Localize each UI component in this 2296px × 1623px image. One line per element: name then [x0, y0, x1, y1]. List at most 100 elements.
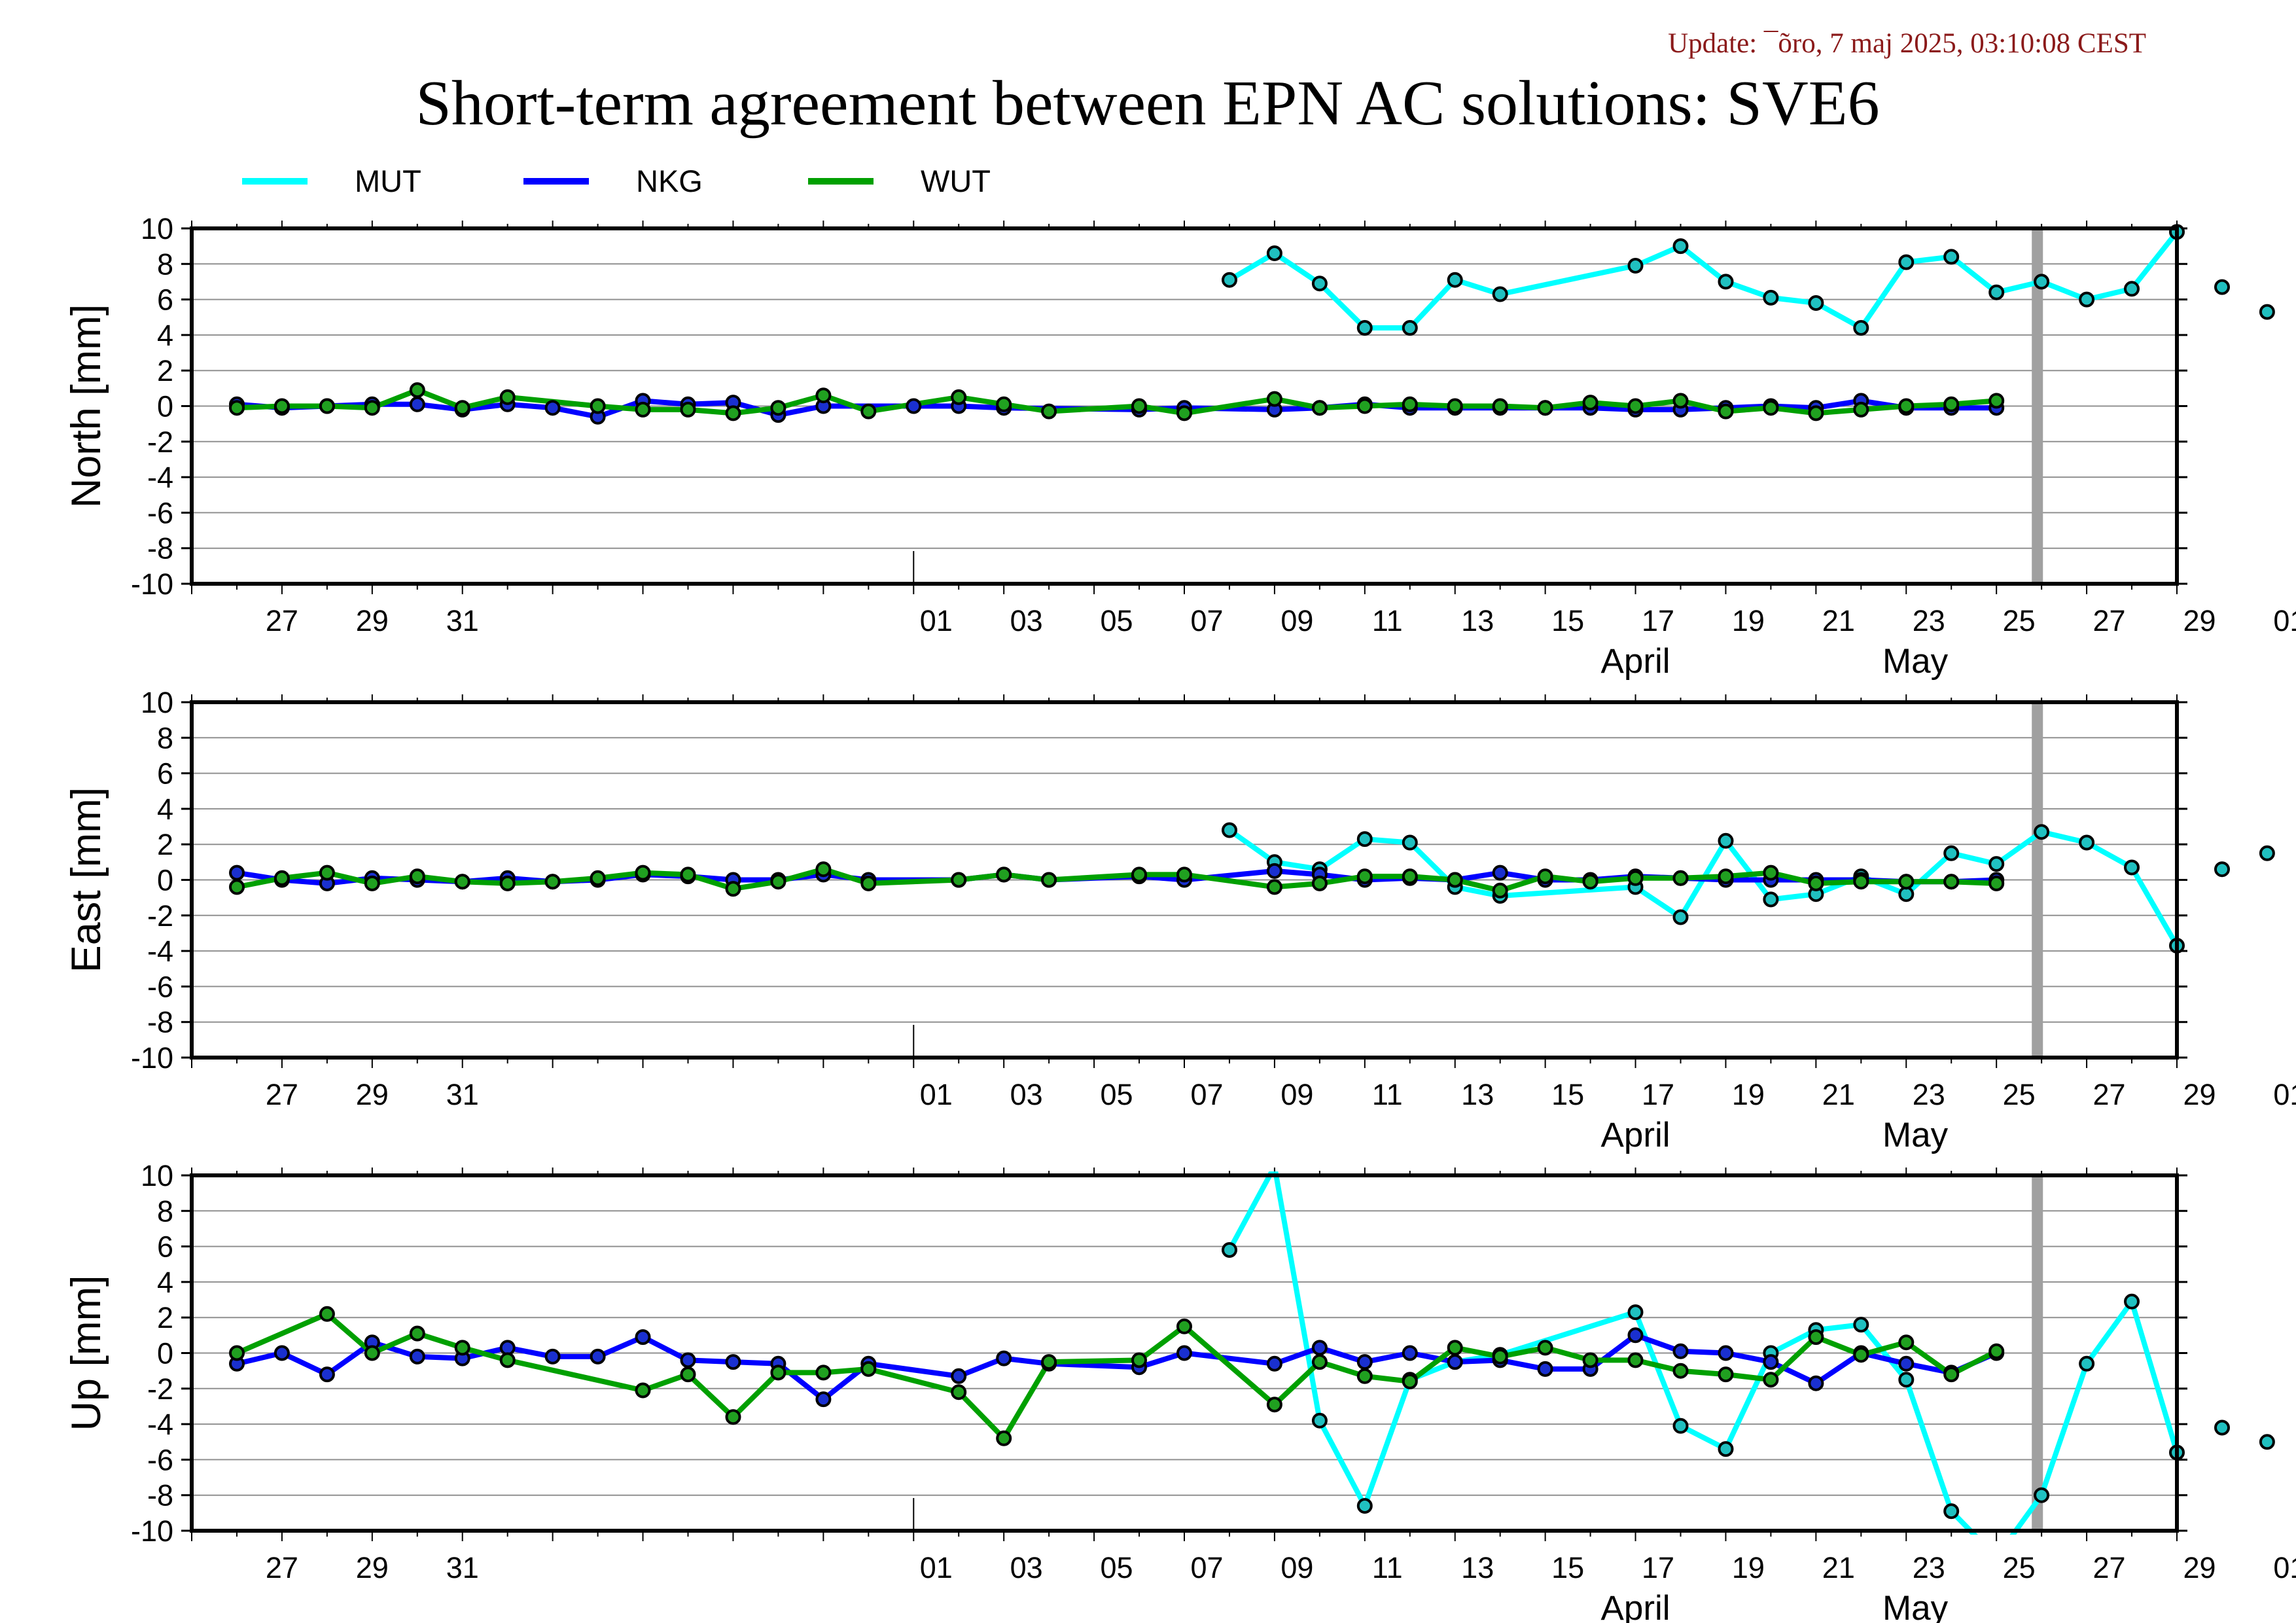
data-point-mut — [2124, 859, 2140, 876]
y-tick-label: 8 — [157, 721, 173, 755]
data-point-wut — [770, 1364, 786, 1381]
x-tick-label: 01 — [920, 1551, 953, 1584]
x-tick-label: 05 — [1101, 604, 1133, 637]
data-point-wut — [274, 398, 290, 414]
plot-frame — [190, 226, 2179, 586]
y-tick-label: -10 — [131, 567, 173, 601]
data-point-wut — [1447, 872, 1463, 888]
data-point-mut — [1943, 1503, 1960, 1520]
data-point-mut — [1853, 1317, 1869, 1333]
x-tick-label: 05 — [1101, 1551, 1133, 1584]
data-point-wut — [544, 874, 561, 890]
x-tick-label: 15 — [1551, 604, 1584, 637]
x-tick-label: 11 — [1372, 1551, 1403, 1584]
data-point-mut — [2034, 824, 2050, 840]
data-point-wut — [951, 1384, 967, 1400]
data-point-wut — [1176, 1318, 1192, 1334]
data-point-wut — [1537, 868, 1553, 885]
data-point-wut — [319, 1306, 335, 1322]
data-point-nkg — [1763, 1354, 1779, 1370]
data-point-wut — [454, 400, 470, 416]
data-point-wut — [1943, 874, 1960, 890]
y-tick-label: -8 — [147, 1479, 173, 1512]
data-point-mut — [1898, 1372, 1915, 1388]
data-point-wut — [1131, 1352, 1147, 1368]
data-point-wut — [815, 387, 832, 404]
data-point-wut — [409, 382, 425, 399]
y-tick-label: 2 — [157, 354, 173, 387]
data-point-wut — [1943, 1366, 1960, 1383]
data-point-mut — [1627, 1304, 1644, 1321]
data-point-mut — [1718, 1441, 1734, 1457]
x-tick-label: 13 — [1461, 1551, 1494, 1584]
data-point-wut — [680, 1366, 696, 1383]
data-point-mut — [1222, 1242, 1237, 1258]
x-tick-label: 21 — [1822, 1078, 1855, 1111]
data-point-wut — [409, 1325, 425, 1342]
x-tick-label: 09 — [1280, 1551, 1313, 1584]
data-point-mut — [1222, 272, 1237, 288]
data-point-nkg — [1447, 1354, 1463, 1370]
series-line-mut — [1227, 828, 2177, 948]
data-point-wut — [1718, 868, 1734, 885]
data-point-wut — [1402, 396, 1418, 412]
data-point-wut — [1627, 398, 1644, 414]
data-point-wut — [590, 870, 606, 886]
y-tick-label: 10 — [141, 686, 173, 719]
data-point-nkg — [544, 1348, 561, 1364]
data-point-wut — [1898, 1334, 1915, 1351]
x-tick-label: 31 — [446, 604, 479, 637]
data-point-wut — [1763, 865, 1779, 881]
data-point-wut — [1672, 393, 1689, 409]
data-point-wut — [996, 866, 1012, 883]
data-point-wut — [1447, 1340, 1463, 1356]
data-point-nkg — [409, 1348, 425, 1364]
month-label-may: May — [1882, 1116, 1949, 1154]
y-tick-label: -10 — [131, 1041, 173, 1075]
x-tick-label: 25 — [2003, 1078, 2036, 1111]
x-tick-label: 27 — [2093, 1551, 2126, 1584]
x-tick-label: 21 — [1822, 1551, 1855, 1584]
data-point-wut — [1131, 398, 1147, 414]
data-point-nkg — [1672, 1343, 1689, 1359]
data-point-mut — [1356, 831, 1373, 847]
data-point-wut — [364, 1345, 380, 1361]
data-point-nkg — [635, 1329, 651, 1346]
data-point-mut — [2259, 1434, 2275, 1450]
data-point-wut — [229, 1345, 245, 1361]
y-tick-label: -6 — [147, 1443, 173, 1476]
data-point-wut — [499, 389, 516, 405]
data-point-mut — [1672, 1418, 1689, 1434]
x-tick-label: 15 — [1551, 1551, 1584, 1584]
x-tick-label: 23 — [1913, 1551, 1945, 1584]
x-tick-label: 13 — [1461, 604, 1494, 637]
data-point-mut — [1672, 238, 1689, 255]
data-point-wut — [1402, 868, 1418, 885]
data-point-wut — [1356, 868, 1373, 885]
data-point-wut — [1176, 866, 1192, 883]
series-line-wut — [236, 1311, 1998, 1441]
y-tick-label: 4 — [157, 319, 173, 352]
x-tick-label: 27 — [266, 1551, 298, 1584]
y-tick-label: -4 — [147, 1408, 173, 1441]
data-point-wut — [1176, 405, 1192, 421]
data-point-wut — [1672, 1363, 1689, 1379]
data-point-nkg — [1898, 1355, 1915, 1372]
data-point-wut — [364, 400, 380, 416]
x-tick-label: 03 — [1010, 1078, 1043, 1111]
data-point-mut — [2079, 834, 2095, 851]
data-point-wut — [635, 1382, 651, 1399]
y-axis-label-east: East [mm] — [63, 787, 109, 973]
x-tick-label: 13 — [1461, 1078, 1494, 1111]
data-point-wut — [1492, 398, 1508, 414]
data-point-nkg — [1356, 1354, 1373, 1370]
x-tick-label: 17 — [1642, 1078, 1674, 1111]
data-point-wut — [1041, 872, 1057, 888]
month-label-april: April — [1601, 1116, 1670, 1154]
y-tick-label: -8 — [147, 532, 173, 565]
data-point-wut — [1311, 875, 1328, 891]
data-point-wut — [1808, 1329, 1824, 1346]
data-point-wut — [1898, 874, 1915, 890]
y-tick-label: 10 — [141, 1159, 173, 1192]
x-tick-label: 01 — [2273, 1551, 2296, 1584]
